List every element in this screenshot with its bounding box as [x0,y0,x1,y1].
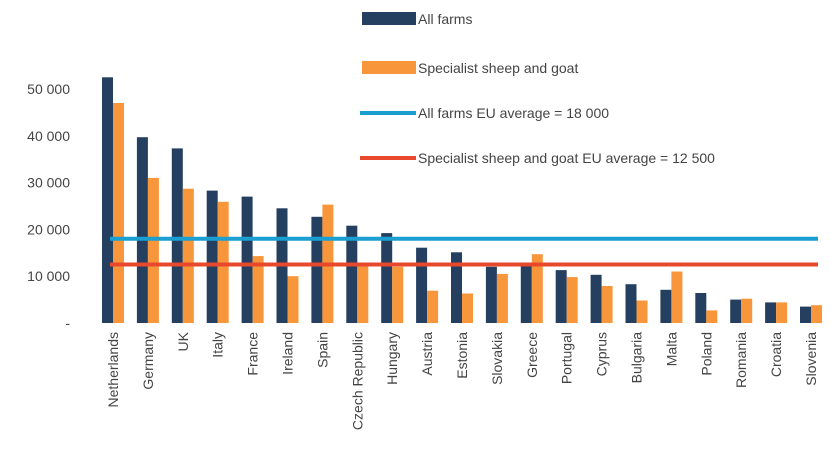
bar-all-farms [800,306,811,323]
bar-specialist-sheep-goat [113,103,124,323]
x-tick-label: Netherlands [105,332,121,408]
bar-all-farms [346,225,358,323]
bar-specialist-sheep-goat [462,293,473,323]
bar-all-farms [590,274,602,323]
x-tick-label: Bulgaria [629,332,645,384]
legend-label-specialist-sheep-goat: Specialist sheep and goat [418,60,578,76]
legend-label-all-farms-average: All farms EU average = 18 000 [418,105,609,121]
y-axis-ticks: - 10 000 20 000 30 000 40 000 50 000 [27,81,70,331]
x-tick-label: Malta [663,332,679,366]
bar-all-farms [451,252,462,323]
x-tick-label: Austria [419,332,435,376]
x-tick-label: Cyprus [594,332,610,376]
x-tick-label: Spain [314,332,330,368]
bar-specialist-sheep-goat [392,266,404,323]
bar-specialist-sheep-goat [636,300,648,323]
bar-specialist-sheep-goat [217,201,229,323]
x-tick-label: Germany [140,332,156,390]
x-tick-label: France [245,332,261,376]
x-tick-label: Greece [524,332,540,378]
legend-label-all-farms: All farms [418,11,472,27]
x-tick-label: Italy [210,332,226,358]
reference-lines [110,236,818,267]
bar-specialist-sheep-goat [741,298,753,323]
y-tick-label: 50 000 [27,81,70,97]
y-tick-label: 20 000 [27,221,70,237]
bar-specialist-sheep-goat [776,302,788,323]
x-tick-label: Romania [733,332,749,388]
bar-specialist-sheep-goat [531,254,543,323]
legend-label-specialist-average: Specialist sheep and goat EU average = 1… [418,150,715,166]
x-tick-label: Ireland [280,332,296,375]
legend-swatch-all-farms [362,12,416,25]
bar-specialist-sheep-goat [427,290,439,323]
chart-legend: All farms Specialist sheep and goat All … [360,11,715,166]
bar-all-farms [102,77,113,323]
bar-all-farms [520,265,532,323]
x-tick-label: Portugal [559,332,575,384]
x-tick-label: Poland [698,332,714,376]
x-tick-label: Czech Republic [349,332,365,430]
x-tick-label: Slovakia [489,332,505,385]
bar-specialist-sheep-goat [706,310,718,323]
bar-all-farms [660,289,672,323]
bar-all-farms [695,293,707,323]
bar-all-farms [381,233,393,323]
bar-specialist-sheep-goat [671,271,683,323]
x-tick-label: Estonia [454,332,470,379]
x-tick-label: UK [175,331,191,351]
bar-specialist-sheep-goat [182,188,194,323]
x-tick-label: Croatia [768,332,784,377]
y-tick-label: 30 000 [27,175,70,191]
bar-all-farms [311,216,323,323]
x-tick-label: Slovenia [803,332,819,386]
x-tick-label: Hungary [384,332,400,385]
bar-specialist-sheep-goat [601,286,613,323]
bar-all-farms [206,190,218,323]
bar-specialist-sheep-goat [287,276,299,323]
bar-specialist-sheep-goat [357,264,369,323]
bar-all-farms [136,137,148,323]
bar-specialist-sheep-goat [566,277,578,323]
bar-specialist-sheep-goat [147,177,159,323]
x-axis-labels: Netherlands Germany UK Italy France Ireland Sp… [105,331,819,430]
bar-all-farms [555,270,567,323]
y-tick-label: 40 000 [27,128,70,144]
bar-all-farms [241,196,253,323]
bar-all-farms [765,302,777,323]
legend-swatch-specialist-sheep-goat [362,61,416,74]
bar-specialist-sheep-goat [811,305,822,323]
bar-specialist-sheep-goat [496,273,508,323]
y-tick-label: - [65,315,70,331]
bar-specialist-sheep-goat [252,256,264,323]
bar-all-farms [416,247,428,323]
bar-all-farms [171,148,183,323]
bar-all-farms [625,284,637,323]
bar-all-farms [485,266,497,323]
bar-all-farms [730,299,742,323]
y-tick-label: 10 000 [27,268,70,284]
